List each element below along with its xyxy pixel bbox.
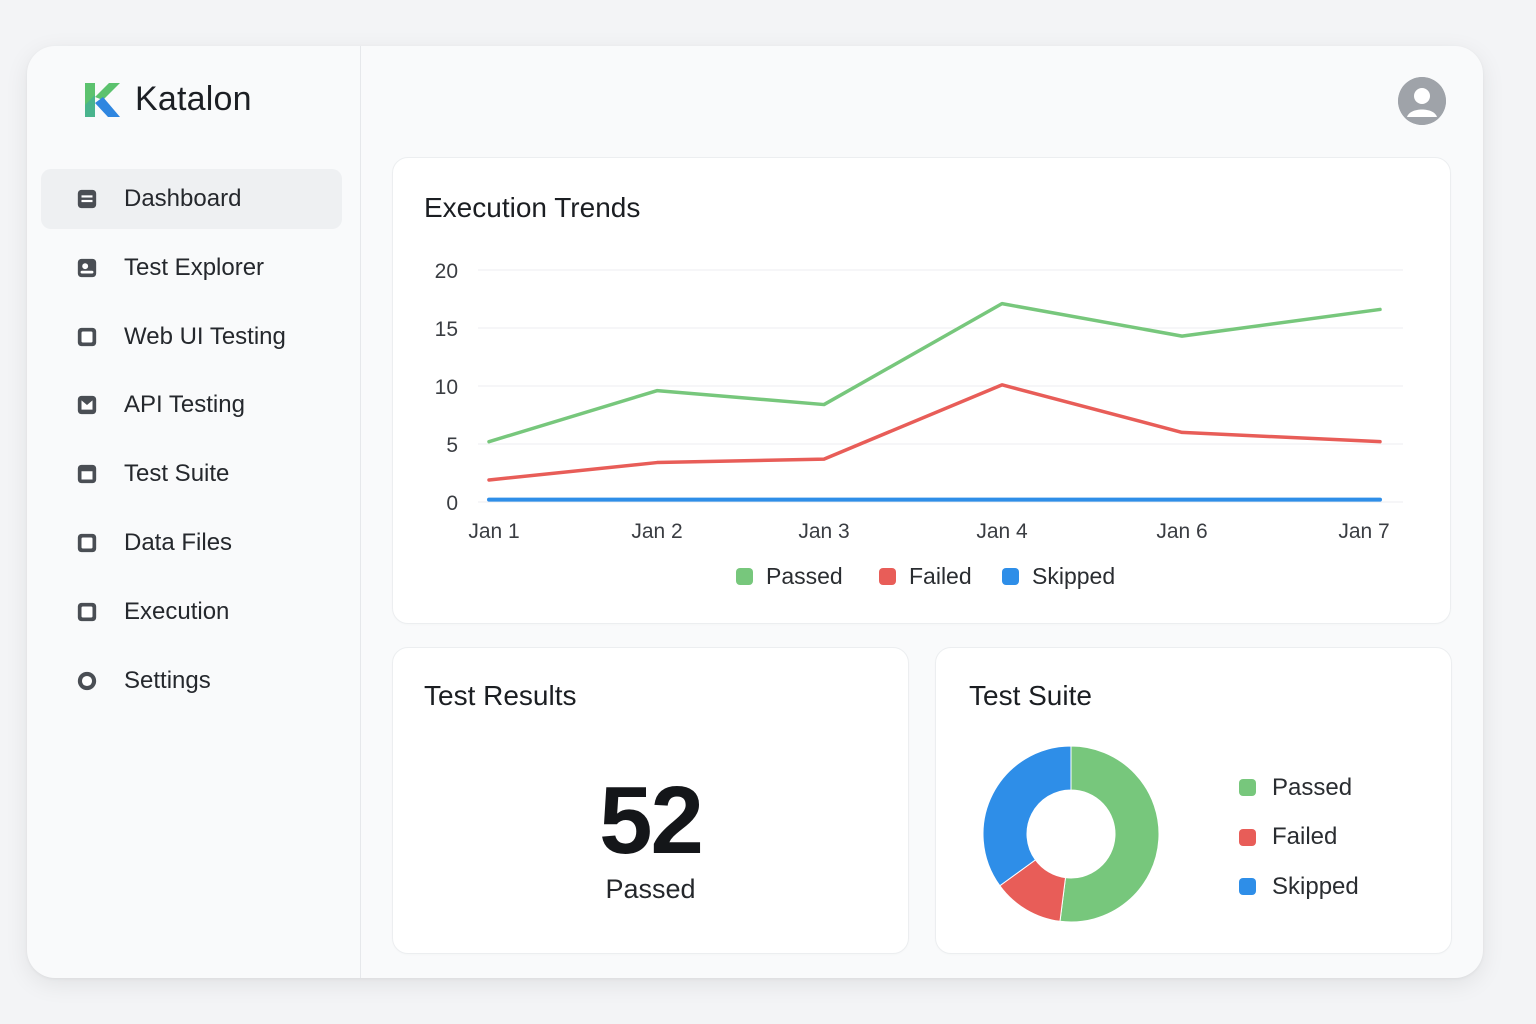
x-tick-label: Jan 6 (1156, 520, 1207, 543)
sidebar-item-test-suite[interactable]: Test Suite (41, 444, 342, 504)
sidebar-item-label: Execution (124, 597, 230, 625)
x-tick-label: Jan 1 (468, 520, 519, 543)
legend-label: Failed (909, 563, 972, 589)
suite-legend-item-passed[interactable]: Passed (1239, 763, 1359, 813)
legend-swatch (879, 568, 896, 585)
legend-swatch (1239, 828, 1256, 846)
app-name: Katalon (135, 80, 252, 118)
suite-legend-item-skipped[interactable]: Skipped (1239, 862, 1359, 912)
test-suite-legend: Passed Failed Skipped (1239, 763, 1359, 912)
sidebar-item-label: Test Explorer (124, 253, 265, 281)
sidebar-item-label: Dashboard (124, 185, 242, 212)
user-avatar-icon (1398, 77, 1446, 125)
legend-label: Failed (1272, 823, 1338, 851)
sidebar-item-execution[interactable]: Execution (41, 582, 342, 642)
sidebar-item-label: Data Files (124, 528, 233, 556)
donut-slice-passed (1059, 745, 1160, 923)
web-ui-icon (75, 325, 99, 349)
sidebar-item-data-files[interactable]: Data Files (41, 513, 342, 573)
legend-swatch (1239, 779, 1256, 797)
y-tick-label: 15 (435, 318, 458, 341)
execution-trends-title: Execution Trends (424, 192, 641, 223)
legend-item-passed[interactable]: Passed (736, 563, 843, 589)
sidebar-item-test-explorer[interactable]: Test Explorer (41, 238, 342, 298)
katalon-logo-icon (85, 82, 120, 117)
y-tick-label: 5 (446, 434, 458, 457)
x-tick-label: Jan 2 (631, 520, 682, 543)
test-suite-title: Test Suite (969, 680, 1092, 711)
suite-legend-item-failed[interactable]: Failed (1239, 813, 1359, 863)
sidebar-item-label: Settings (124, 666, 211, 694)
sidebar-item-api-testing[interactable]: API Testing (41, 375, 342, 435)
execution-trends-chart: 0 5 10 15 20 Jan 1 Jan 2 Jan 3 Jan 4 Jan 6 Jan 7 Pa… (435, 260, 1403, 589)
x-tick-label: Jan 4 (976, 520, 1028, 543)
y-tick-label: 0 (446, 492, 458, 515)
legend-item-failed[interactable]: Failed (879, 563, 972, 589)
x-tick-label: Jan 3 (798, 520, 849, 543)
sidebar-item-label: Test Suite (124, 460, 230, 488)
legend-label: Skipped (1272, 872, 1359, 900)
sidebar-item-web-ui-testing[interactable]: Web UI Testing (41, 307, 342, 367)
test-results-card: Test Results 52 Passed (392, 647, 909, 954)
settings-icon (75, 669, 99, 693)
passed-count-label: Passed (605, 874, 696, 904)
sidebar-item-dashboard[interactable]: Dashboard (41, 169, 342, 229)
sidebar-item-label: Web UI Testing (124, 322, 286, 350)
execution-trends-card: Execution Trends 0 5 10 15 20 Jan 1 Jan 2 Jan 3… (392, 157, 1451, 624)
test-suite-donut-chart (982, 745, 1160, 923)
legend-label: Passed (1272, 773, 1353, 801)
donut-slice-skipped (982, 745, 1072, 887)
data-files-icon (75, 531, 99, 555)
sidebar-item-label: API Testing (124, 391, 245, 419)
sidebar-item-settings[interactable]: Settings (41, 651, 342, 711)
test-results-title: Test Results (424, 680, 577, 711)
legend-item-skipped[interactable]: Skipped (1002, 563, 1115, 589)
api-icon (75, 393, 99, 417)
dashboard-icon (75, 187, 99, 211)
legend-swatch (1239, 878, 1256, 896)
execution-icon (75, 600, 99, 624)
series-line-passed (487, 301, 1382, 444)
sidebar-nav: Dashboard Test Explorer Web UI Testing API … (41, 169, 342, 719)
series-line-failed (487, 383, 1382, 482)
legend-label: Passed (766, 563, 843, 589)
legend-swatch (1002, 568, 1019, 585)
sidebar: Katalon Dashboard Test Explorer Web UI Tes… (27, 46, 361, 978)
test-suite-icon (75, 462, 99, 486)
test-suite-card: Test Suite Passed Failed Skipped (935, 647, 1452, 954)
app-window: Katalon Dashboard Test Explorer Web UI Tes… (27, 46, 1483, 978)
x-tick-label: Jan 7 (1338, 520, 1389, 543)
passed-count: 52 (599, 767, 704, 874)
y-tick-label: 20 (435, 260, 458, 283)
brand-logo[interactable]: Katalon (83, 80, 252, 119)
y-tick-label: 10 (435, 376, 458, 399)
legend-label: Skipped (1032, 563, 1115, 589)
user-avatar[interactable] (1398, 77, 1446, 125)
legend-swatch (736, 568, 753, 585)
test-explorer-icon (75, 256, 99, 280)
